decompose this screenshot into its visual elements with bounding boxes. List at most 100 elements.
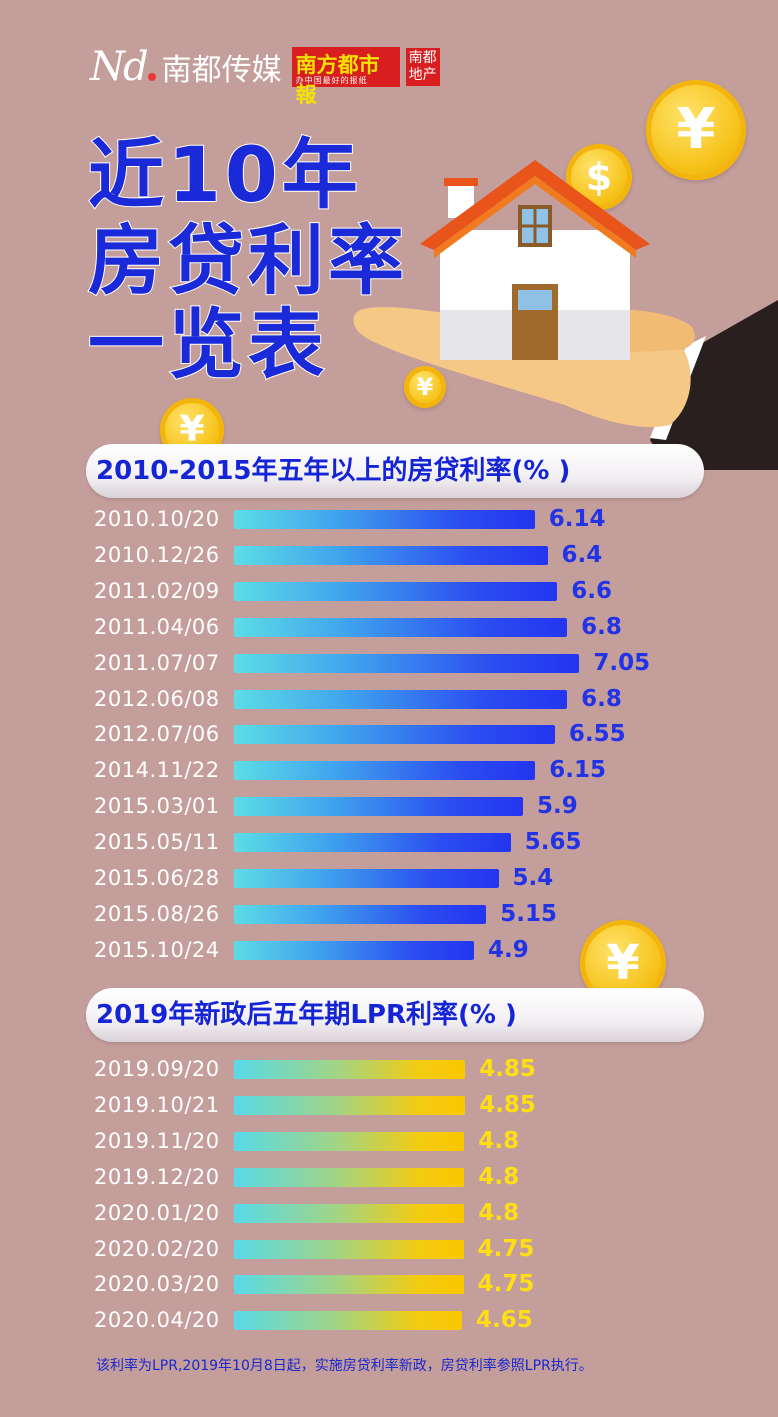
date-label: 2012.06/08 xyxy=(94,686,220,711)
bar-row: 2019.12/20 4.8 xyxy=(0,1159,778,1195)
date-label: 2015.05/11 xyxy=(94,830,220,855)
rate-value-label: 4.75 xyxy=(477,1235,535,1262)
rate-bar xyxy=(234,510,535,529)
rate-bar xyxy=(234,869,499,888)
bar-row: 2011.04/06 6.8 xyxy=(0,609,778,645)
rate-bar xyxy=(234,653,580,673)
rate-value-label: 4.85 xyxy=(479,1091,536,1118)
bar-row: 2020.02/20 4.75 xyxy=(0,1231,778,1267)
headline-line-1: 近10年 xyxy=(87,130,362,219)
bar-row: 2014.11/22 6.15 xyxy=(0,752,778,788)
date-label: 2020.02/20 xyxy=(94,1236,220,1261)
bar-row: 2019.10/21 4.85 xyxy=(0,1087,778,1123)
bar-row: 2012.06/08 6.8 xyxy=(0,681,778,717)
date-label: 2020.01/20 xyxy=(94,1200,220,1225)
rate-value-label: 6.4 xyxy=(561,541,603,568)
bar-row: 2020.04/20 4.65 xyxy=(0,1302,778,1338)
rate-bar xyxy=(234,581,558,601)
logo-dot xyxy=(147,73,156,81)
brand-bar: Nd 南都传媒 南方都市報 办中国最好的报纸 南都 地产 xyxy=(90,44,440,107)
headline-line-2: 房贷利率 xyxy=(87,216,408,305)
rate-bar xyxy=(234,1239,464,1259)
date-label: 2020.03/20 xyxy=(94,1272,220,1297)
date-label: 2010.12/26 xyxy=(94,542,220,567)
rate-bar xyxy=(234,761,536,781)
rate-value-label: 4.9 xyxy=(488,936,529,963)
rate-bar xyxy=(234,1131,465,1151)
rate-value-label: 4.8 xyxy=(478,1163,520,1190)
rate-bar xyxy=(234,725,555,745)
rate-value-label: 6.6 xyxy=(571,577,613,604)
rate-value-label: 4.85 xyxy=(479,1056,536,1082)
section-header-2010-2015: 2010-2015年五年以上的房贷利率(% ) xyxy=(86,444,704,498)
rate-bar xyxy=(234,1275,464,1295)
rate-value-label: 4.8 xyxy=(478,1199,520,1226)
rate-value-label: 5.15 xyxy=(500,900,557,927)
rate-bar xyxy=(234,1203,465,1223)
date-label: 2011.07/07 xyxy=(94,650,220,675)
rate-value-label: 6.15 xyxy=(549,757,606,784)
bar-row: 2015.06/28 5.4 xyxy=(0,860,778,896)
rate-value-label: 4.75 xyxy=(477,1271,535,1298)
bar-row: 2015.10/24 4.9 xyxy=(0,932,778,968)
nd-logo: Nd xyxy=(90,44,149,90)
rate-value-label: 7.05 xyxy=(593,649,651,676)
date-label: 2019.11/20 xyxy=(94,1128,220,1153)
rate-bar xyxy=(234,545,548,565)
bar-row: 2019.11/20 4.8 xyxy=(0,1123,778,1159)
rate-value-label: 4.8 xyxy=(478,1127,520,1154)
date-label: 2015.06/28 xyxy=(94,866,220,890)
date-label: 2011.02/09 xyxy=(94,578,220,603)
date-label: 2015.08/26 xyxy=(94,901,220,926)
rate-bar xyxy=(234,940,474,960)
date-label: 2019.09/20 xyxy=(94,1057,220,1081)
headline-line-3: 一览表 xyxy=(87,300,328,389)
brand-name: 南都传媒 xyxy=(161,53,282,88)
yen-coin-icon: ¥ xyxy=(404,366,446,408)
rate-bar xyxy=(234,1167,465,1187)
date-label: 2015.10/24 xyxy=(94,937,220,962)
bar-row: 2012.07/06 6.55 xyxy=(0,716,778,752)
estate-logo-line2: 地产 xyxy=(408,67,437,83)
date-label: 2019.12/20 xyxy=(94,1164,220,1189)
bar-row: 2015.03/01 5.9 xyxy=(0,788,778,824)
bar-row: 2010.10/20 6.14 xyxy=(0,501,778,537)
rate-value-label: 5.9 xyxy=(537,793,578,820)
rate-bar xyxy=(234,833,511,853)
bar-row: 2015.05/11 5.65 xyxy=(0,824,778,860)
date-label: 2012.07/06 xyxy=(94,722,220,747)
rate-value-label: 6.8 xyxy=(581,685,622,712)
estate-logo-line1: 南都 xyxy=(408,50,437,66)
rate-value-label: 4.65 xyxy=(476,1307,533,1334)
bar-row: 2020.01/20 4.8 xyxy=(0,1195,778,1231)
rate-value-label: 6.55 xyxy=(568,721,626,748)
date-label: 2014.11/22 xyxy=(94,758,220,783)
rate-value-label: 5.65 xyxy=(524,829,582,856)
section-title-lpr: 2019年新政后五年期LPR利率(% ) xyxy=(96,1000,517,1030)
date-label: 2011.04/06 xyxy=(94,614,220,639)
newspaper-name: 南方都市報 xyxy=(295,52,380,107)
bar-row: 2011.07/07 7.05 xyxy=(0,645,778,681)
rate-bar xyxy=(234,1095,466,1115)
rate-value-label: 6.8 xyxy=(581,613,622,640)
yen-coin-icon: ¥ xyxy=(646,80,746,180)
rate-bar xyxy=(234,1060,466,1079)
rate-bar xyxy=(234,904,487,924)
rate-bar xyxy=(234,1311,462,1331)
rate-bar xyxy=(234,689,568,709)
date-label: 2015.03/01 xyxy=(94,794,220,819)
house-on-hand-icon xyxy=(353,160,778,470)
bar-row: 2010.12/26 6.4 xyxy=(0,537,778,573)
bar-row: 2020.03/20 4.75 xyxy=(0,1266,778,1302)
bar-row: 2019.09/20 4.85 xyxy=(0,1051,778,1087)
rate-bar xyxy=(234,797,523,817)
rate-bar xyxy=(234,617,568,637)
date-label: 2010.10/20 xyxy=(94,507,220,531)
bar-row: 2011.02/09 6.6 xyxy=(0,573,778,609)
rate-value-label: 6.14 xyxy=(548,506,606,532)
date-label: 2019.10/21 xyxy=(94,1092,220,1117)
newspaper-slogan: 办中国最好的报纸 xyxy=(295,76,368,85)
section-title-2010-2015: 2010-2015年五年以上的房贷利率(% ) xyxy=(96,456,571,486)
bar-row: 2015.08/26 5.15 xyxy=(0,896,778,932)
